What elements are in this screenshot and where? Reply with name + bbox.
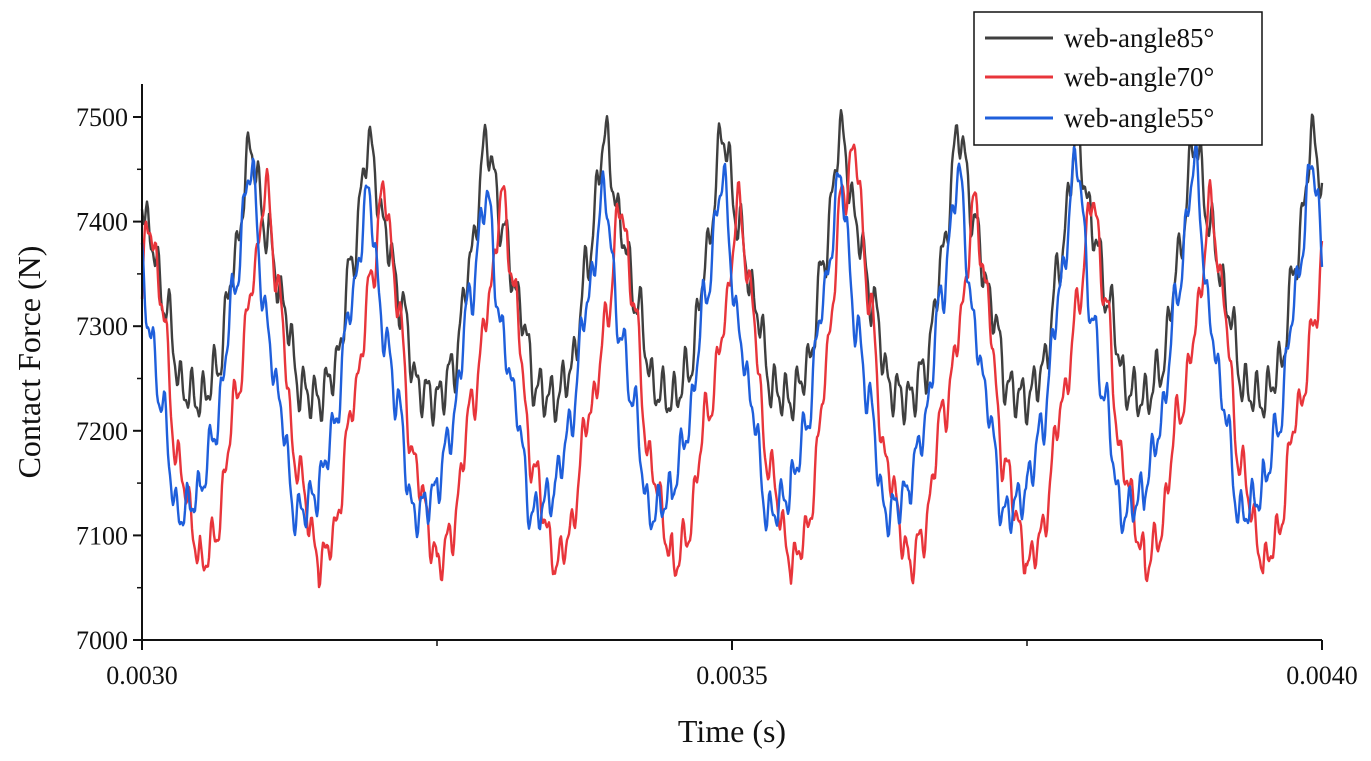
y-tick-label: 7200 [76, 417, 128, 446]
plot-lines [140, 108, 1324, 589]
y-tick-label: 7300 [76, 312, 128, 341]
y-axis-title: Contact Force (N) [11, 246, 47, 479]
x-tick-label: 0.0035 [696, 661, 768, 690]
series-line-2 [140, 140, 1324, 539]
x-tick-label: 0.0040 [1286, 661, 1358, 690]
y-ticks: 7000 7100 7200 7300 7400 7500 [76, 103, 142, 655]
y-tick-label: 7000 [76, 626, 128, 655]
legend: web-angle85° web-angle70° web-angle55° [973, 11, 1263, 146]
legend-label-55: web-angle55° [1064, 103, 1214, 133]
series-line-0 [140, 108, 1324, 427]
y-tick-label: 7400 [76, 208, 128, 237]
y-tick-label: 7100 [76, 521, 128, 550]
legend-label-85: web-angle85° [1064, 23, 1214, 53]
x-ticks: 0.0030 0.0035 0.0040 [106, 640, 1358, 690]
x-axis-title: Time (s) [678, 713, 786, 749]
legend-label-70: web-angle70° [1064, 62, 1214, 92]
x-tick-label: 0.0030 [106, 661, 178, 690]
y-tick-label: 7500 [76, 103, 128, 132]
series-line-1 [140, 143, 1324, 589]
